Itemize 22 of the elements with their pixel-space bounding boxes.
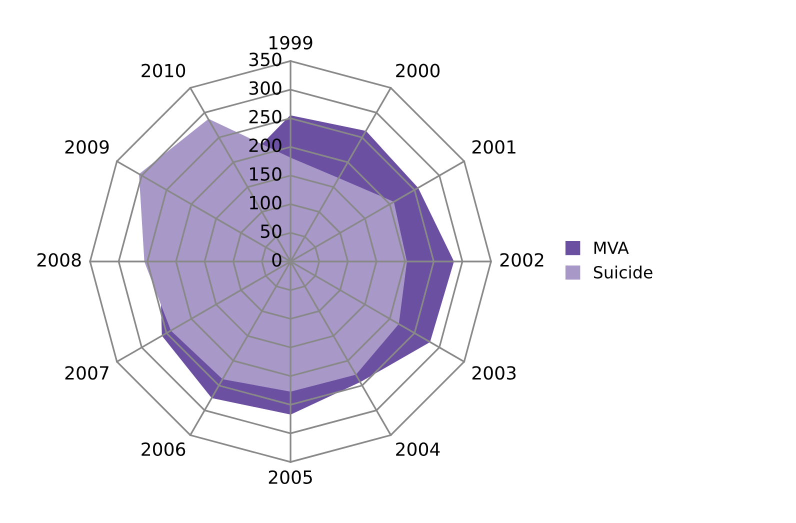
y-tick-label: 300 (249, 81, 282, 95)
spoke-label: 2002 (500, 253, 544, 267)
y-tick-label: 350 (249, 52, 282, 66)
y-tick-label: 0 (272, 253, 282, 267)
spoke-label: 2009 (65, 140, 109, 154)
spoke-label: 2003 (472, 366, 516, 380)
y-tick-label: 250 (249, 110, 282, 124)
legend-label: MVA (594, 242, 629, 254)
spoke-label: 2008 (37, 253, 81, 267)
spoke-label: 2010 (142, 64, 186, 78)
spoke-label: 2006 (142, 442, 186, 456)
y-tick-label: 50 (260, 224, 282, 238)
spoke-label: 1999 (270, 36, 312, 50)
legend-label: Suicide (594, 266, 652, 279)
spoke-label: 2005 (268, 470, 312, 484)
y-tick-label: 100 (250, 196, 282, 210)
spoke-label: 2007 (65, 366, 108, 380)
spoke-label: 2000 (396, 64, 440, 78)
y-tick-label: 200 (249, 138, 282, 152)
y-tick-label: 150 (250, 167, 282, 181)
spoke-label: 2004 (396, 442, 440, 456)
spoke-label: 2001 (472, 140, 516, 154)
